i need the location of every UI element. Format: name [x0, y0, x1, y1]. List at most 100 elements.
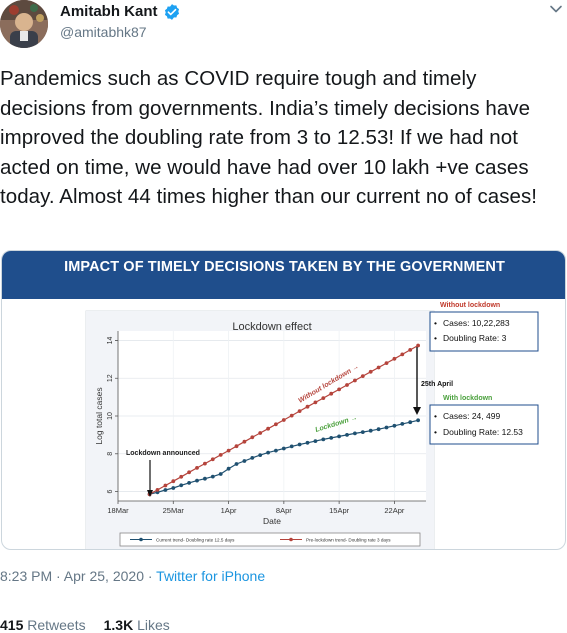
y-axis-label: Log total cases — [94, 387, 104, 444]
data-point — [313, 400, 318, 405]
data-point — [258, 431, 263, 435]
data-point — [281, 446, 286, 451]
y-tick-label: 10 — [107, 412, 114, 420]
data-point — [297, 409, 302, 413]
data-point — [368, 369, 373, 374]
author-name[interactable]: Amitabh Kant — [60, 3, 158, 20]
data-point — [392, 356, 397, 361]
tweet-text: Pandemics such as COVID require tough an… — [0, 67, 537, 208]
data-point — [321, 437, 326, 442]
data-point — [376, 365, 381, 370]
data-point — [210, 474, 215, 479]
with-lockdown-box — [429, 404, 539, 445]
x-tick-label: 8Apr — [276, 506, 292, 515]
data-point — [226, 466, 231, 471]
data-point — [313, 439, 318, 443]
chart-title: Lockdown effect — [232, 321, 311, 333]
data-point — [384, 361, 389, 365]
y-tick-label: 14 — [107, 336, 114, 344]
data-point — [416, 343, 420, 348]
legend-items: Current trend- Doubling rate 12.5 days Pr… — [130, 538, 391, 543]
lockdown-arrowhead — [147, 490, 153, 497]
data-point — [234, 444, 239, 449]
data-point — [384, 425, 389, 430]
data-point — [258, 453, 263, 457]
data-point — [171, 486, 176, 490]
with-box-bullet: • — [434, 427, 437, 437]
data-point — [210, 457, 215, 462]
without-box-bullet: • — [434, 333, 437, 343]
legend-swatch-marker — [139, 537, 143, 542]
y-tick-label: 12 — [107, 374, 114, 382]
y-tick-label: 8 — [107, 452, 114, 456]
data-point — [163, 488, 168, 492]
verified-badge-icon — [164, 4, 180, 20]
chart-axes: 6 8 10 12 14 18Mar 25Mar 1Apr 8Apr 15Apr 22Apr — [107, 331, 426, 515]
legend-label: Pre-lockdown trend- Doubling rate 3 days — [306, 538, 391, 543]
data-point — [155, 488, 160, 492]
lockdown-announced-annotation: Lockdown announced — [126, 450, 200, 457]
author-handle[interactable]: @amitabhk87 — [60, 24, 147, 40]
without-box-cases: Cases: 10,22,283 — [443, 318, 510, 328]
with-box-cases: Cases: 24, 499 — [443, 411, 500, 421]
without-box-doubling: Doubling Rate: 3 — [443, 333, 507, 343]
chart-series — [147, 343, 420, 497]
data-point — [321, 396, 326, 400]
chevron-down-icon[interactable] — [549, 4, 563, 14]
retweets-count: 415 — [0, 617, 24, 633]
data-point — [163, 483, 168, 488]
data-point — [234, 462, 239, 466]
data-point — [195, 478, 199, 483]
infographic-title: IMPACT OF TIMELY DECISIONS TAKEN BY THE … — [64, 259, 505, 275]
data-point — [416, 418, 420, 423]
date-marker-label: 25th April — [421, 381, 453, 388]
data-point — [353, 431, 357, 436]
chart-legend — [119, 532, 421, 547]
data-point — [274, 448, 278, 453]
avatar-photo — [0, 0, 48, 48]
data-point — [408, 420, 413, 425]
data-point — [171, 479, 176, 484]
data-point — [289, 413, 294, 418]
tweet-meta: 8:23 PM · Apr 25, 2020 · Twitter for iPh… — [0, 568, 265, 584]
data-point — [266, 450, 270, 455]
tweet-source-link[interactable]: Twitter for iPhone — [156, 568, 266, 584]
data-point — [187, 481, 192, 485]
data-point — [250, 435, 255, 440]
without-lockdown-label: Without lockdown — [440, 302, 500, 309]
data-point — [360, 374, 365, 378]
data-point — [337, 434, 341, 439]
without-lockdown-box — [429, 311, 539, 352]
data-point — [274, 422, 278, 427]
data-point — [329, 436, 334, 440]
x-axis-label: Date — [263, 516, 281, 526]
legend-label: Current trend- Doubling rate 12.5 days — [156, 538, 235, 543]
tweet-media-image[interactable]: IMPACT OF TIMELY DECISIONS TAKEN BY THE … — [1, 250, 566, 550]
x-tick-label: 15Apr — [329, 506, 350, 515]
data-point — [329, 391, 334, 396]
data-point — [345, 383, 349, 387]
data-point — [345, 433, 349, 437]
data-point — [400, 422, 405, 426]
tweet-timestamp[interactable]: 8:23 PM · Apr 25, 2020 · — [0, 568, 157, 584]
likes-stat[interactable]: 1.3K Likes — [104, 617, 170, 633]
data-point — [337, 387, 341, 392]
with-box-doubling: Doubling Rate: 12.53 — [443, 427, 523, 437]
likes-label: Likes — [133, 617, 170, 633]
likes-count: 1.3K — [103, 617, 134, 633]
data-point — [305, 404, 310, 409]
x-tick-label: 22Apr — [384, 506, 405, 515]
retweets-stat[interactable]: 415 Retweets — [0, 617, 86, 633]
with-box-bullet: • — [434, 411, 437, 421]
data-point — [242, 459, 247, 463]
data-point — [203, 476, 207, 481]
y-tick-label: 6 — [107, 490, 114, 494]
data-point — [289, 444, 294, 449]
data-point — [297, 442, 302, 447]
data-point — [376, 427, 381, 432]
data-point — [281, 418, 286, 422]
avatar[interactable] — [0, 0, 48, 48]
retweets-label: Retweets — [23, 617, 86, 633]
without-box-bullet: • — [434, 318, 437, 328]
data-point — [179, 483, 184, 488]
